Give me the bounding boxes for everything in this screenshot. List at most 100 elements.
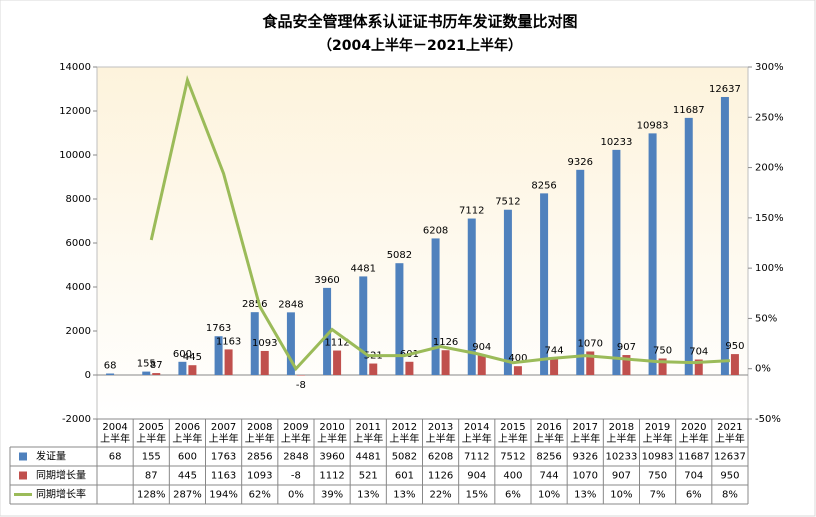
bar-value-label: 950: [725, 341, 744, 352]
x-tick-label: 2005上半年: [136, 422, 167, 445]
bar: [250, 312, 259, 375]
table-cell: 11687: [678, 452, 710, 463]
bar-value-label: -8: [296, 380, 306, 391]
table-cell: 704: [684, 471, 703, 482]
table-cell: 194%: [209, 490, 238, 501]
bar-value-label: 68: [104, 361, 117, 372]
x-tick-label: 2009上半年: [280, 422, 311, 445]
y2-tick-label: 0%: [755, 364, 771, 375]
table-cell: 6%: [686, 490, 702, 501]
table-cell: 155: [142, 452, 161, 463]
table-cell: 3960: [319, 452, 344, 463]
table-cell: 10983: [642, 452, 674, 463]
table-cell: 0%: [288, 490, 304, 501]
line: [149, 74, 731, 372]
bar-value-label: 750: [653, 346, 672, 357]
x-tick-label: 2018上半年: [606, 422, 637, 445]
table-cell: 1112: [319, 471, 344, 482]
y-tick-label: 4000: [66, 282, 91, 293]
bar-value-label: 8256: [531, 180, 556, 191]
table-cell: 62%: [249, 490, 271, 501]
table-cell: 1126: [428, 471, 453, 482]
bar: [694, 359, 703, 375]
bar: [152, 373, 161, 375]
bar-value-label: 3960: [314, 275, 339, 286]
bar-value-label: 6208: [423, 225, 448, 236]
bar-value-label: 12637: [709, 84, 741, 95]
table-cell: 10%: [538, 490, 560, 501]
chart-title: 食品安全管理体系认证证书历年发证数量比对图: [262, 13, 577, 31]
table-cell: 445: [178, 471, 197, 482]
bar: [188, 365, 197, 375]
x-tick-label: 2020上半年: [678, 422, 709, 445]
bar: [260, 350, 269, 375]
bar: [720, 96, 729, 376]
bar: [540, 193, 549, 375]
bar: [333, 350, 342, 375]
x-tick-label: 2006上半年: [172, 422, 203, 445]
table-cell: 8256: [536, 452, 561, 463]
bar-value-label: 1763: [206, 323, 231, 334]
bar-value-label: 9326: [568, 157, 593, 168]
table-cell: 5082: [392, 452, 417, 463]
x-tick-label: 2016上半年: [534, 422, 565, 445]
bar-value-label: 5082: [387, 250, 412, 261]
legend-swatch: [19, 452, 27, 461]
table-cell: 10233: [606, 452, 638, 463]
table-cell: 7112: [464, 452, 489, 463]
bar-value-label: 1163: [216, 336, 241, 347]
x-tick-label: 2008上半年: [244, 422, 275, 445]
table-cell: 907: [612, 471, 631, 482]
table-cell: 9326: [573, 452, 598, 463]
bar-value-label: 2848: [278, 299, 303, 310]
table-cell: 39%: [321, 490, 343, 501]
bar: [503, 209, 512, 375]
bar-value-label: 445: [183, 352, 202, 363]
legend-swatch: [19, 471, 27, 480]
table-cell: 8%: [722, 490, 738, 501]
x-tick-label: 2019上半年: [642, 422, 673, 445]
table-cell: 287%: [173, 490, 202, 501]
y-tick-label: -2000: [62, 414, 91, 425]
table-cell: 10%: [610, 490, 632, 501]
table-cell: 1093: [247, 471, 272, 482]
bar-value-label: 2856: [242, 299, 267, 310]
table-cell: 521: [359, 471, 378, 482]
bar-value-label: 4481: [351, 263, 376, 274]
bar-value-label: 10233: [601, 137, 633, 148]
y-tick-label: 6000: [66, 238, 91, 249]
bar: [648, 133, 657, 375]
y2-tick-label: 300%: [755, 62, 784, 73]
table-cell: 87: [145, 471, 158, 482]
table-cell: 68: [109, 452, 122, 463]
bar: [730, 354, 739, 375]
legend-label: 同期增长率: [36, 488, 86, 501]
legend-label: 发证量: [36, 450, 66, 463]
bar: [550, 358, 559, 375]
bar: [323, 287, 332, 375]
y-tick-label: 0: [85, 370, 91, 381]
table-cell: 1763: [211, 452, 236, 463]
bar: [441, 350, 450, 375]
x-tick-label: 2013上半年: [425, 422, 456, 445]
bar-value-label: 87: [150, 360, 163, 371]
bar: [477, 355, 486, 375]
y-tick-label: 10000: [59, 150, 91, 161]
table-cell: 13%: [357, 490, 379, 501]
table-cell: 400: [503, 471, 522, 482]
table-cell: 750: [648, 471, 667, 482]
bar-value-label: 1126: [433, 337, 458, 348]
table-cell: 13%: [393, 490, 415, 501]
x-tick-label: 2011上半年: [353, 422, 384, 445]
table-cell: 13%: [574, 490, 596, 501]
bar: [224, 349, 233, 375]
bar: [684, 117, 693, 376]
x-tick-label: 2021上半年: [714, 422, 745, 445]
y-tick-label: 14000: [59, 62, 91, 73]
bar-value-label: 1070: [578, 338, 603, 349]
bar: [586, 351, 595, 375]
bar: [622, 355, 631, 375]
